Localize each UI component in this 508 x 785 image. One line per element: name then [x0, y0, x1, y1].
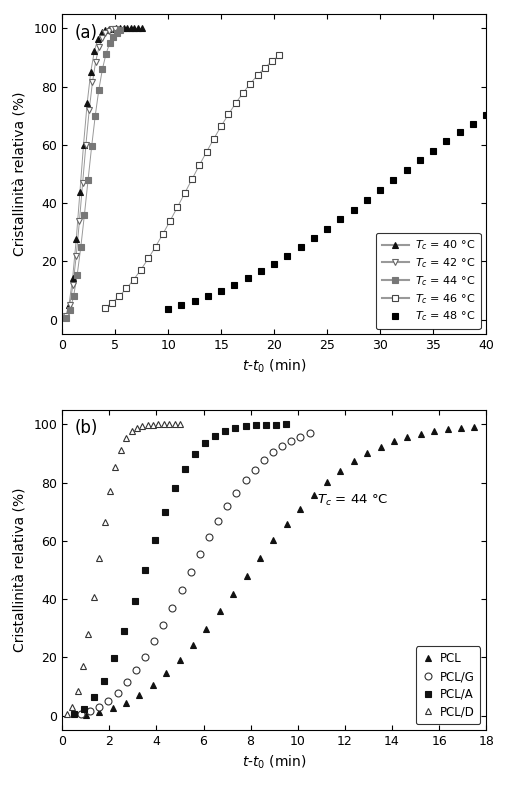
- Legend: $T_c$ = 40 °C, $T_c$ = 42 °C, $T_c$ = 44 °C, $T_c$ = 46 °C, $T_c$ = 48 °C: $T_c$ = 40 °C, $T_c$ = 42 °C, $T_c$ = 44…: [376, 233, 481, 329]
- X-axis label: $t$-$t_0$ (min): $t$-$t_0$ (min): [242, 358, 306, 375]
- Text: (b): (b): [75, 419, 98, 437]
- Text: $T_c$ = 44 °C: $T_c$ = 44 °C: [316, 493, 388, 508]
- Y-axis label: Cristallinità relativa (%): Cristallinità relativa (%): [14, 487, 28, 652]
- Text: (a): (a): [75, 24, 98, 42]
- Y-axis label: Cristallinità relativa (%): Cristallinità relativa (%): [14, 92, 28, 257]
- X-axis label: $t$-$t_0$ (min): $t$-$t_0$ (min): [242, 754, 306, 771]
- Legend: PCL, PCL/G, PCL/A, PCL/D: PCL, PCL/G, PCL/A, PCL/D: [416, 646, 480, 725]
